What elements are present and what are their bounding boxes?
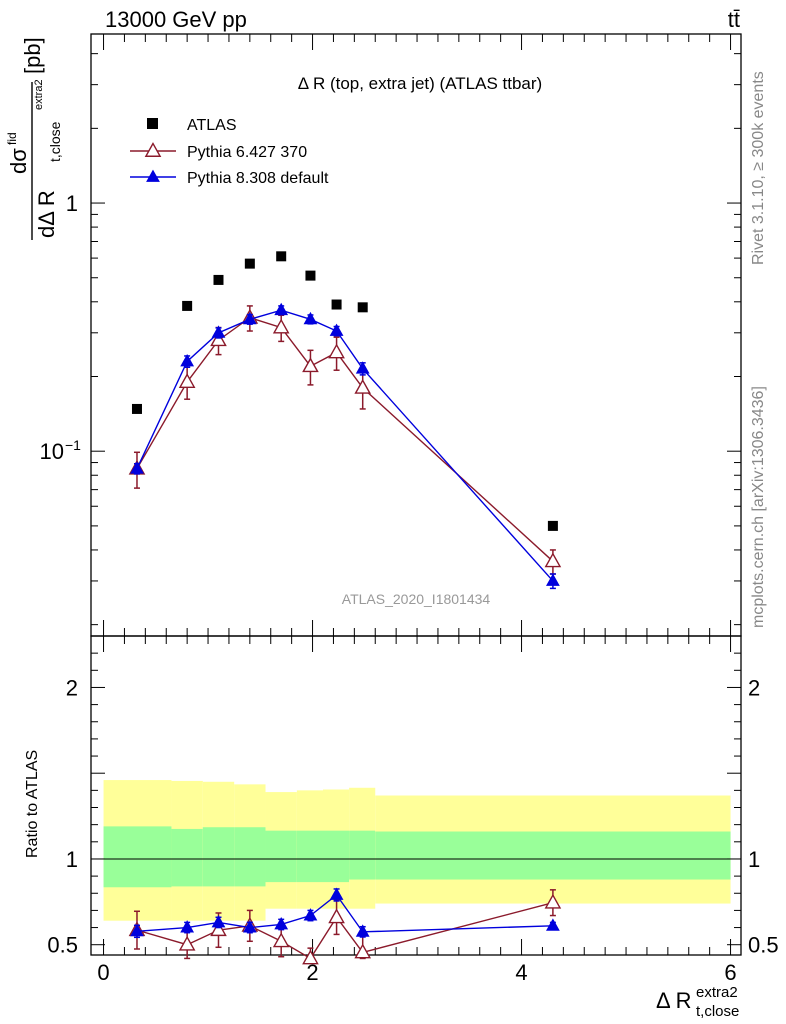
pythia8-main-point-7 bbox=[355, 361, 370, 374]
xtick-label-3: 6 bbox=[724, 960, 736, 985]
band-inner-6 bbox=[322, 830, 350, 883]
atlas-point-8 bbox=[547, 520, 558, 531]
ratio-uncertainty-bands bbox=[91, 780, 741, 921]
x-label-subscript: t,close bbox=[696, 1003, 739, 1020]
pythia8-main-line bbox=[136, 309, 554, 582]
band-inner-0 bbox=[103, 826, 172, 888]
y-label-superscript: extra2 bbox=[33, 79, 45, 110]
atlas-point-4 bbox=[276, 251, 287, 262]
xtick-label-2: 4 bbox=[515, 960, 527, 985]
legend-atlas-marker bbox=[147, 118, 158, 129]
xtick-label-0: 0 bbox=[97, 960, 109, 985]
y-label-subscript: t,close bbox=[47, 121, 63, 162]
band-inner-7 bbox=[349, 830, 376, 880]
pythia6-ratio-point-4 bbox=[272, 932, 290, 948]
y-label-numerator: dσ bbox=[6, 148, 31, 174]
pythia8-main-point-2 bbox=[211, 325, 226, 338]
pythia8-main-point-0 bbox=[130, 461, 144, 474]
ratio-plot-frame bbox=[90, 635, 742, 956]
atlas-point-1 bbox=[182, 300, 193, 311]
legend-label-1: Pythia 6.427 370 bbox=[187, 144, 307, 161]
data-series bbox=[128, 251, 562, 965]
pythia6-ratio-point-6 bbox=[328, 908, 345, 924]
x-axis-label: Δ R extra2 t,close bbox=[656, 984, 739, 1020]
band-inner-1 bbox=[171, 828, 203, 887]
rivet-label: Rivet 3.1.10, ≥ 300k events bbox=[750, 71, 767, 265]
legend: ATLAS Pythia 6.427 370 Pythia 8.308 defaul… bbox=[130, 117, 329, 187]
pythia8-main-point-4 bbox=[274, 302, 289, 316]
ratio-y-label: Ratio to ATLAS bbox=[24, 750, 41, 858]
main-ytick-label-0: 1 bbox=[66, 191, 78, 216]
band-inner-8 bbox=[375, 831, 731, 880]
atlas-point-2 bbox=[213, 274, 224, 285]
x-label-superscript: extra2 bbox=[696, 984, 738, 1001]
pythia8-ratio-point-3 bbox=[242, 920, 257, 933]
pythia8-ratio-point-0 bbox=[130, 923, 144, 937]
axis-ticks: 1 10 −1 0.5 0.5 1 1 2 2 0 2 4 6 bbox=[40, 34, 779, 985]
pythia8-main-point-1 bbox=[180, 354, 195, 367]
main-ytick-exponent-1: −1 bbox=[65, 437, 81, 453]
atlas-point-0 bbox=[131, 403, 142, 414]
ratio-ytick-label-right-2: 2 bbox=[748, 675, 760, 700]
band-inner-4 bbox=[265, 830, 297, 883]
pythia6-ratio-point-1 bbox=[178, 935, 196, 951]
y-label-unit: [pb] bbox=[20, 37, 45, 74]
main-ytick-label-1: 10 bbox=[40, 439, 64, 464]
atlas-point-5 bbox=[305, 270, 316, 281]
beam-label: 13000 GeV pp bbox=[105, 7, 247, 32]
ratio-ytick-label-right-1: 1 bbox=[748, 847, 760, 872]
pythia6-main-point-6 bbox=[328, 343, 345, 359]
watermark: ATLAS_2020_I1801434 bbox=[342, 591, 491, 607]
y-label-fid: fid bbox=[5, 132, 19, 145]
pythia6-ratio-point-2 bbox=[210, 921, 227, 937]
y-axis-label: dσ fid dΔ R t,close extra2 [pb] bbox=[5, 37, 63, 240]
ratio-ytick-label-left-1: 1 bbox=[66, 847, 78, 872]
ratio-ytick-label-right-0: 0.5 bbox=[748, 933, 779, 958]
pythia6-main-point-7 bbox=[354, 378, 372, 394]
atlas-point-7 bbox=[357, 302, 368, 313]
mcplots-label: mcplots.cern.ch [arXiv:1306.3436] bbox=[750, 386, 767, 628]
pythia8-ratio-point-5 bbox=[303, 908, 318, 921]
legend-pythia6-marker bbox=[144, 142, 162, 157]
pythia8-ratio-point-2 bbox=[211, 914, 226, 928]
xtick-label-1: 2 bbox=[306, 960, 318, 985]
pythia8-main-point-3 bbox=[242, 311, 257, 325]
pythia6-main-line bbox=[136, 316, 554, 562]
pythia8-main-point-5 bbox=[303, 311, 318, 325]
pythia8-ratio-point-7 bbox=[355, 924, 370, 937]
band-inner-5 bbox=[296, 830, 323, 883]
pythia6-main-point-1 bbox=[178, 373, 196, 388]
pythia8-ratio-point-6 bbox=[329, 887, 344, 900]
pythia8-main-point-8 bbox=[546, 573, 560, 586]
pythia6-ratio-point-5 bbox=[302, 949, 319, 965]
pythia6-main-point-5 bbox=[302, 357, 319, 373]
atlas-point-6 bbox=[331, 299, 342, 310]
pythia6-main-point-2 bbox=[210, 331, 227, 347]
process-label: tt̄ bbox=[728, 7, 740, 32]
legend-label-0: ATLAS bbox=[187, 117, 237, 134]
pythia8-ratio-point-8 bbox=[546, 918, 560, 931]
pythia8-main-point-6 bbox=[329, 323, 344, 336]
y-label-denominator: dΔ R bbox=[34, 190, 59, 238]
pythia8-ratio-point-1 bbox=[180, 920, 195, 933]
legend-pythia8-marker bbox=[146, 169, 160, 182]
pythia6-ratio-point-7 bbox=[354, 943, 372, 959]
plot-frames bbox=[90, 33, 742, 956]
legend-label-2: Pythia 8.308 default bbox=[187, 170, 329, 187]
pythia6-ratio-point-8 bbox=[544, 893, 562, 909]
ratio-ytick-label-left-2: 2 bbox=[66, 675, 78, 700]
band-inner-3 bbox=[234, 827, 266, 887]
x-label-main: Δ R bbox=[656, 988, 691, 1013]
pythia6-main-point-4 bbox=[272, 318, 290, 334]
pythia6-main-point-8 bbox=[544, 552, 562, 568]
ratio-ytick-label-left-0: 0.5 bbox=[47, 933, 78, 958]
band-inner-2 bbox=[202, 827, 235, 887]
chart-title: Δ R (top, extra jet) (ATLAS ttbar) bbox=[298, 74, 542, 93]
atlas-point-3 bbox=[244, 258, 255, 269]
pythia8-ratio-point-4 bbox=[274, 917, 289, 930]
